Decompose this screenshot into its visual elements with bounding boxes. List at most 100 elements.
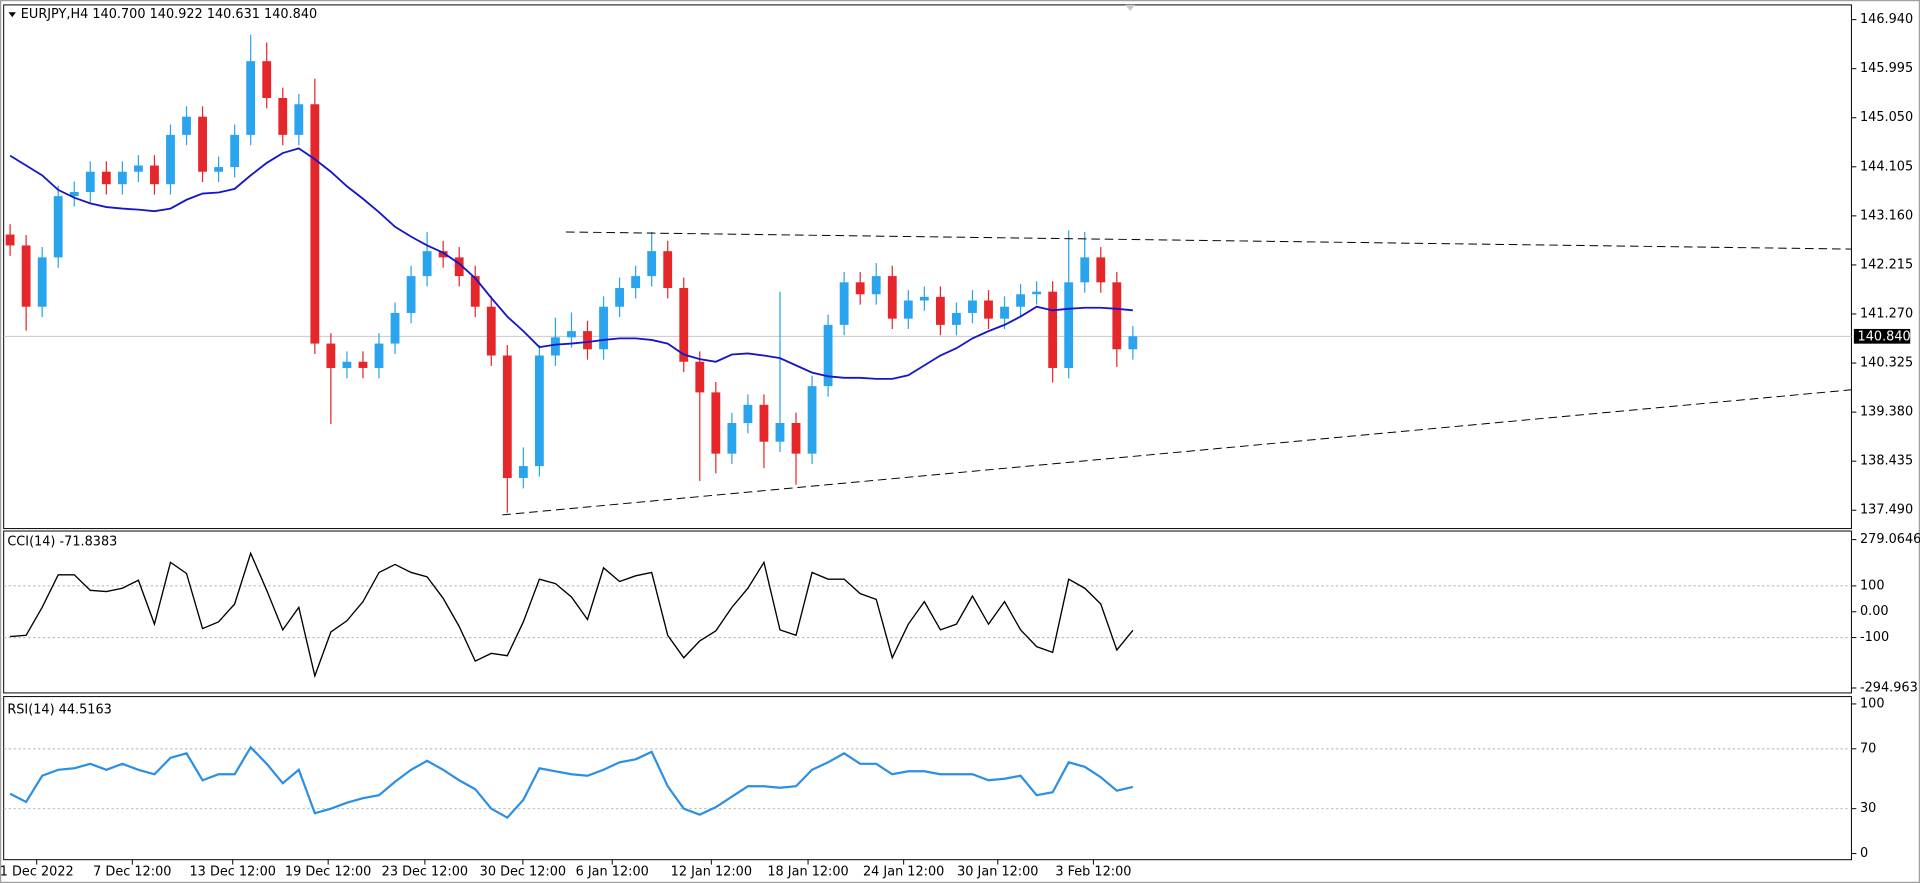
x-tick-label: 7 Dec 12:00 bbox=[93, 864, 171, 879]
candle-body bbox=[759, 404, 769, 442]
candle-body bbox=[534, 355, 544, 467]
candle-body bbox=[1096, 257, 1106, 283]
shift-marker bbox=[1125, 4, 1136, 12]
y-tick-label: 100 bbox=[1860, 696, 1885, 711]
symbol-menu-arrow[interactable] bbox=[8, 12, 16, 18]
x-tick-label: 18 Jan 12:00 bbox=[767, 864, 848, 879]
current-price-label: 140.840 bbox=[1858, 329, 1911, 344]
x-tick-label: 3 Feb 12:00 bbox=[1055, 864, 1131, 879]
candle-body bbox=[310, 104, 320, 344]
candle-body bbox=[470, 276, 480, 307]
candle-body bbox=[53, 196, 63, 258]
candle-body bbox=[551, 337, 560, 356]
candle-body bbox=[326, 343, 336, 368]
y-tick-label: 145.995 bbox=[1860, 61, 1913, 76]
candle-body bbox=[390, 312, 400, 344]
y-tick-label: 146.940 bbox=[1860, 12, 1913, 27]
cci-title: CCI(14) -71.8383 bbox=[7, 535, 117, 550]
candle-body bbox=[679, 288, 689, 362]
candle-body bbox=[711, 392, 721, 454]
candle-body bbox=[438, 251, 448, 258]
candle-body bbox=[935, 296, 945, 325]
candle-body bbox=[85, 171, 95, 192]
candle-body bbox=[1080, 257, 1090, 283]
candle-body bbox=[743, 404, 753, 424]
trendline bbox=[566, 231, 1852, 250]
candle-body bbox=[502, 355, 512, 479]
candle-body bbox=[823, 324, 833, 387]
candle-body bbox=[1064, 282, 1074, 368]
candle-body bbox=[198, 116, 207, 172]
x-tick-label: 30 Dec 12:00 bbox=[480, 864, 566, 879]
candle-body bbox=[807, 386, 817, 454]
candle-body bbox=[230, 134, 240, 168]
candle-body bbox=[903, 300, 913, 319]
candle-body bbox=[69, 191, 79, 197]
candle-body bbox=[855, 282, 865, 295]
candle-body bbox=[1016, 294, 1025, 307]
candle-body bbox=[133, 165, 143, 172]
candle-body bbox=[695, 361, 705, 393]
candle-body bbox=[262, 61, 272, 99]
x-tick-label: 19 Dec 12:00 bbox=[285, 864, 371, 879]
candle-body bbox=[166, 134, 175, 185]
y-tick-label: 30 bbox=[1860, 801, 1876, 816]
x-tick-label: 13 Dec 12:00 bbox=[190, 864, 276, 879]
candle-body bbox=[406, 276, 416, 313]
candle-body bbox=[1112, 282, 1122, 350]
candle-body bbox=[214, 167, 224, 172]
indicator-line bbox=[10, 551, 1134, 679]
y-tick-label: 144.105 bbox=[1860, 159, 1913, 174]
candle-body bbox=[486, 306, 496, 356]
candle-body bbox=[5, 234, 15, 246]
y-tick-label: 139.380 bbox=[1860, 405, 1913, 420]
candle-body bbox=[727, 423, 737, 454]
candle-body bbox=[871, 276, 881, 295]
y-tick-label: 279.0646 bbox=[1860, 532, 1920, 547]
y-tick-label: 140.325 bbox=[1860, 356, 1913, 371]
y-tick-label: 145.050 bbox=[1860, 110, 1913, 125]
x-tick-label: 24 Jan 12:00 bbox=[863, 864, 944, 879]
candle-body bbox=[663, 251, 673, 289]
candle-body bbox=[615, 288, 625, 307]
candle-body bbox=[647, 251, 657, 277]
candle-body bbox=[839, 282, 849, 325]
main-title: EURJPY,H4 140.700 140.922 140.631 140.84… bbox=[21, 7, 317, 22]
y-tick-label: 141.270 bbox=[1860, 306, 1913, 321]
candle-body bbox=[1000, 306, 1009, 319]
candle-body bbox=[246, 61, 256, 135]
candle-body bbox=[278, 98, 288, 135]
candle-body bbox=[454, 257, 464, 277]
y-tick-label: 70 bbox=[1860, 741, 1876, 756]
rsi-panel-frame bbox=[3, 696, 1852, 861]
y-tick-label: 0 bbox=[1860, 846, 1868, 861]
candle-body bbox=[599, 306, 608, 350]
candle-body bbox=[791, 423, 801, 454]
candle-body bbox=[422, 251, 432, 277]
current-price-box bbox=[1853, 328, 1911, 344]
candle-body bbox=[775, 423, 785, 442]
candle-body bbox=[342, 361, 352, 368]
y-tick-label: 0.00 bbox=[1860, 604, 1889, 619]
candle-body bbox=[294, 104, 304, 135]
x-tick-label: 23 Dec 12:00 bbox=[382, 864, 468, 879]
main-panel-frame bbox=[3, 4, 1852, 530]
x-tick-label: 1 Dec 2022 bbox=[0, 864, 74, 879]
rsi-title: RSI(14) 44.5163 bbox=[7, 703, 111, 718]
moving-average bbox=[9, 147, 1133, 380]
candle-body bbox=[117, 171, 127, 185]
candle-body bbox=[567, 331, 576, 338]
candle-body bbox=[374, 343, 384, 368]
candle-body bbox=[631, 276, 641, 289]
y-tick-label: 100 bbox=[1860, 578, 1885, 593]
candle-body bbox=[952, 312, 961, 325]
candle-body bbox=[101, 171, 111, 185]
x-tick-label: 6 Jan 12:00 bbox=[576, 864, 649, 879]
trendline bbox=[502, 389, 1852, 516]
indicator-line bbox=[9, 745, 1134, 820]
candle-body bbox=[358, 361, 368, 368]
candle-body bbox=[150, 165, 159, 185]
